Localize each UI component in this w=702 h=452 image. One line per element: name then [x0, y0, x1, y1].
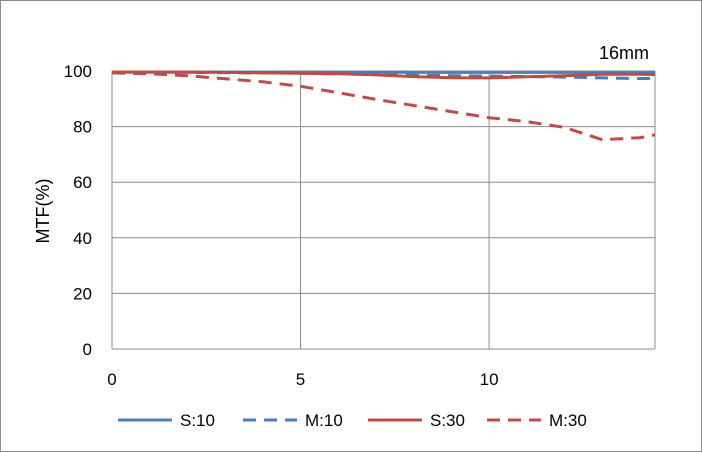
series-line-s-30 — [112, 70, 656, 80]
grid-lines — [111, 70, 656, 350]
y-axis-title: MTF(%) — [33, 179, 53, 244]
x-tick-label: 10 — [480, 370, 499, 389]
y-tick-label: 0 — [83, 340, 92, 359]
series-line-m-30 — [111, 71, 656, 142]
tick-labels: 0 20 40 60 80 100 0 5 10 — [64, 62, 499, 389]
x-tick-label: 5 — [296, 370, 305, 389]
y-tick-label: 80 — [73, 118, 92, 137]
legend-label: S:30 — [430, 411, 465, 430]
y-tick-label: 60 — [73, 173, 92, 192]
y-tick-label: 40 — [73, 229, 92, 248]
legend-label: M:30 — [549, 411, 587, 430]
y-tick-label: 100 — [64, 62, 92, 81]
series-lines — [111, 70, 656, 142]
y-tick-label: 20 — [73, 284, 92, 303]
focal-length-annotation: 16mm — [599, 43, 649, 63]
legend: S:10 M:10 S:30 M:30 — [118, 411, 587, 430]
x-tick-label: 0 — [107, 370, 116, 389]
legend-label: S:10 — [180, 411, 215, 430]
legend-label: M:10 — [305, 411, 343, 430]
